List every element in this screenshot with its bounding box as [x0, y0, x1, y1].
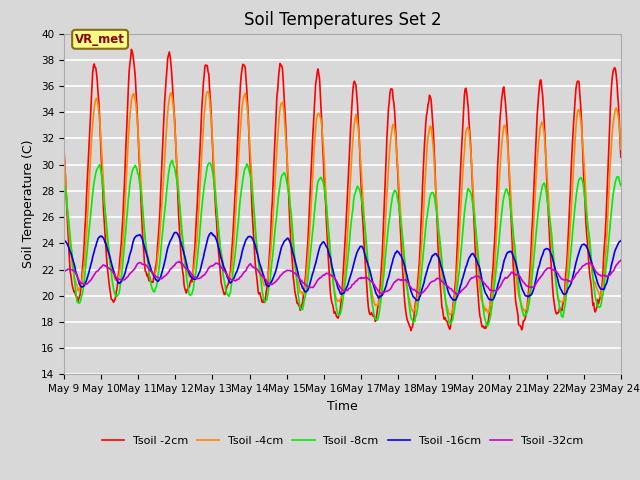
Tsoil -8cm — [214, 220, 222, 226]
Tsoil -4cm — [447, 312, 454, 318]
Tsoil -16cm — [60, 239, 68, 244]
Tsoil -4cm — [617, 146, 625, 152]
Tsoil -16cm — [411, 296, 419, 301]
Line: Tsoil -4cm: Tsoil -4cm — [64, 92, 621, 315]
Tsoil -4cm — [411, 306, 419, 312]
Tsoil -8cm — [428, 191, 435, 196]
Tsoil -8cm — [60, 179, 68, 185]
Line: Tsoil -8cm: Tsoil -8cm — [64, 160, 621, 326]
Line: Tsoil -16cm: Tsoil -16cm — [64, 232, 621, 300]
Legend: Tsoil -2cm, Tsoil -4cm, Tsoil -8cm, Tsoil -16cm, Tsoil -32cm: Tsoil -2cm, Tsoil -4cm, Tsoil -8cm, Tsoi… — [97, 431, 588, 450]
Tsoil -8cm — [484, 323, 492, 329]
Tsoil -32cm — [452, 291, 460, 297]
Tsoil -2cm — [60, 147, 68, 153]
Tsoil -8cm — [127, 172, 135, 178]
Tsoil -16cm — [214, 243, 222, 249]
Tsoil -2cm — [412, 299, 419, 305]
Tsoil -2cm — [128, 48, 136, 54]
Tsoil -32cm — [426, 280, 434, 286]
Tsoil -4cm — [60, 148, 68, 154]
Tsoil -32cm — [410, 287, 418, 292]
Y-axis label: Soil Temperature (C): Soil Temperature (C) — [22, 140, 35, 268]
Line: Tsoil -32cm: Tsoil -32cm — [64, 260, 621, 294]
Tsoil -4cm — [204, 89, 212, 95]
Tsoil -8cm — [70, 273, 78, 279]
Tsoil -32cm — [184, 267, 192, 273]
Tsoil -32cm — [60, 269, 68, 275]
Tsoil -16cm — [428, 254, 436, 260]
Tsoil -2cm — [407, 328, 415, 334]
Line: Tsoil -2cm: Tsoil -2cm — [64, 49, 621, 331]
Text: VR_met: VR_met — [75, 33, 125, 46]
Tsoil -4cm — [214, 225, 222, 231]
Tsoil -8cm — [411, 319, 419, 324]
Tsoil -16cm — [185, 269, 193, 275]
Tsoil -32cm — [214, 261, 221, 266]
Tsoil -4cm — [127, 98, 135, 104]
Tsoil -8cm — [617, 182, 625, 188]
Title: Soil Temperatures Set 2: Soil Temperatures Set 2 — [244, 11, 441, 29]
Tsoil -2cm — [185, 285, 193, 290]
Tsoil -32cm — [70, 268, 78, 274]
Tsoil -16cm — [70, 261, 78, 267]
Tsoil -8cm — [185, 289, 193, 295]
Tsoil -4cm — [428, 124, 435, 130]
Tsoil -4cm — [70, 274, 78, 280]
Tsoil -16cm — [172, 229, 179, 235]
X-axis label: Time: Time — [327, 400, 358, 413]
Tsoil -2cm — [70, 289, 78, 295]
Tsoil -2cm — [428, 107, 436, 113]
Tsoil -4cm — [184, 271, 192, 277]
Tsoil -32cm — [127, 269, 135, 275]
Tsoil -16cm — [413, 298, 421, 303]
Tsoil -16cm — [617, 238, 625, 244]
Tsoil -8cm — [168, 157, 176, 163]
Tsoil -2cm — [127, 47, 135, 52]
Tsoil -2cm — [617, 154, 625, 160]
Tsoil -16cm — [127, 247, 135, 252]
Tsoil -32cm — [617, 257, 625, 263]
Tsoil -2cm — [214, 244, 222, 250]
